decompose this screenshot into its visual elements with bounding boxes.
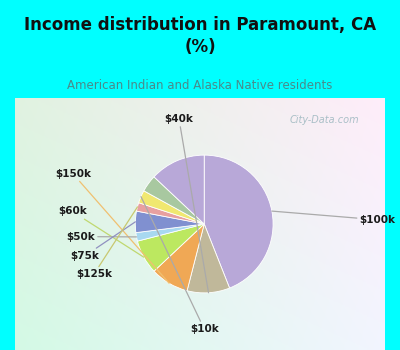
Wedge shape xyxy=(136,224,204,241)
Text: $40k: $40k xyxy=(164,114,208,293)
Wedge shape xyxy=(136,203,204,224)
Wedge shape xyxy=(154,224,204,291)
Text: $125k: $125k xyxy=(76,207,138,279)
Text: $60k: $60k xyxy=(58,206,144,257)
Text: $50k: $50k xyxy=(66,232,136,242)
Text: $10k: $10k xyxy=(141,197,218,334)
Text: $75k: $75k xyxy=(70,222,135,261)
Wedge shape xyxy=(187,224,230,293)
Text: $150k: $150k xyxy=(55,169,169,283)
Wedge shape xyxy=(204,155,273,288)
Wedge shape xyxy=(135,211,204,233)
Text: City-Data.com: City-Data.com xyxy=(290,115,360,125)
Text: Income distribution in Paramount, CA
(%): Income distribution in Paramount, CA (%) xyxy=(24,16,376,56)
Wedge shape xyxy=(154,155,204,224)
Text: $100k: $100k xyxy=(272,211,396,225)
Wedge shape xyxy=(138,224,204,271)
Wedge shape xyxy=(139,191,204,224)
Text: American Indian and Alaska Native residents: American Indian and Alaska Native reside… xyxy=(67,79,333,92)
Wedge shape xyxy=(144,177,204,224)
